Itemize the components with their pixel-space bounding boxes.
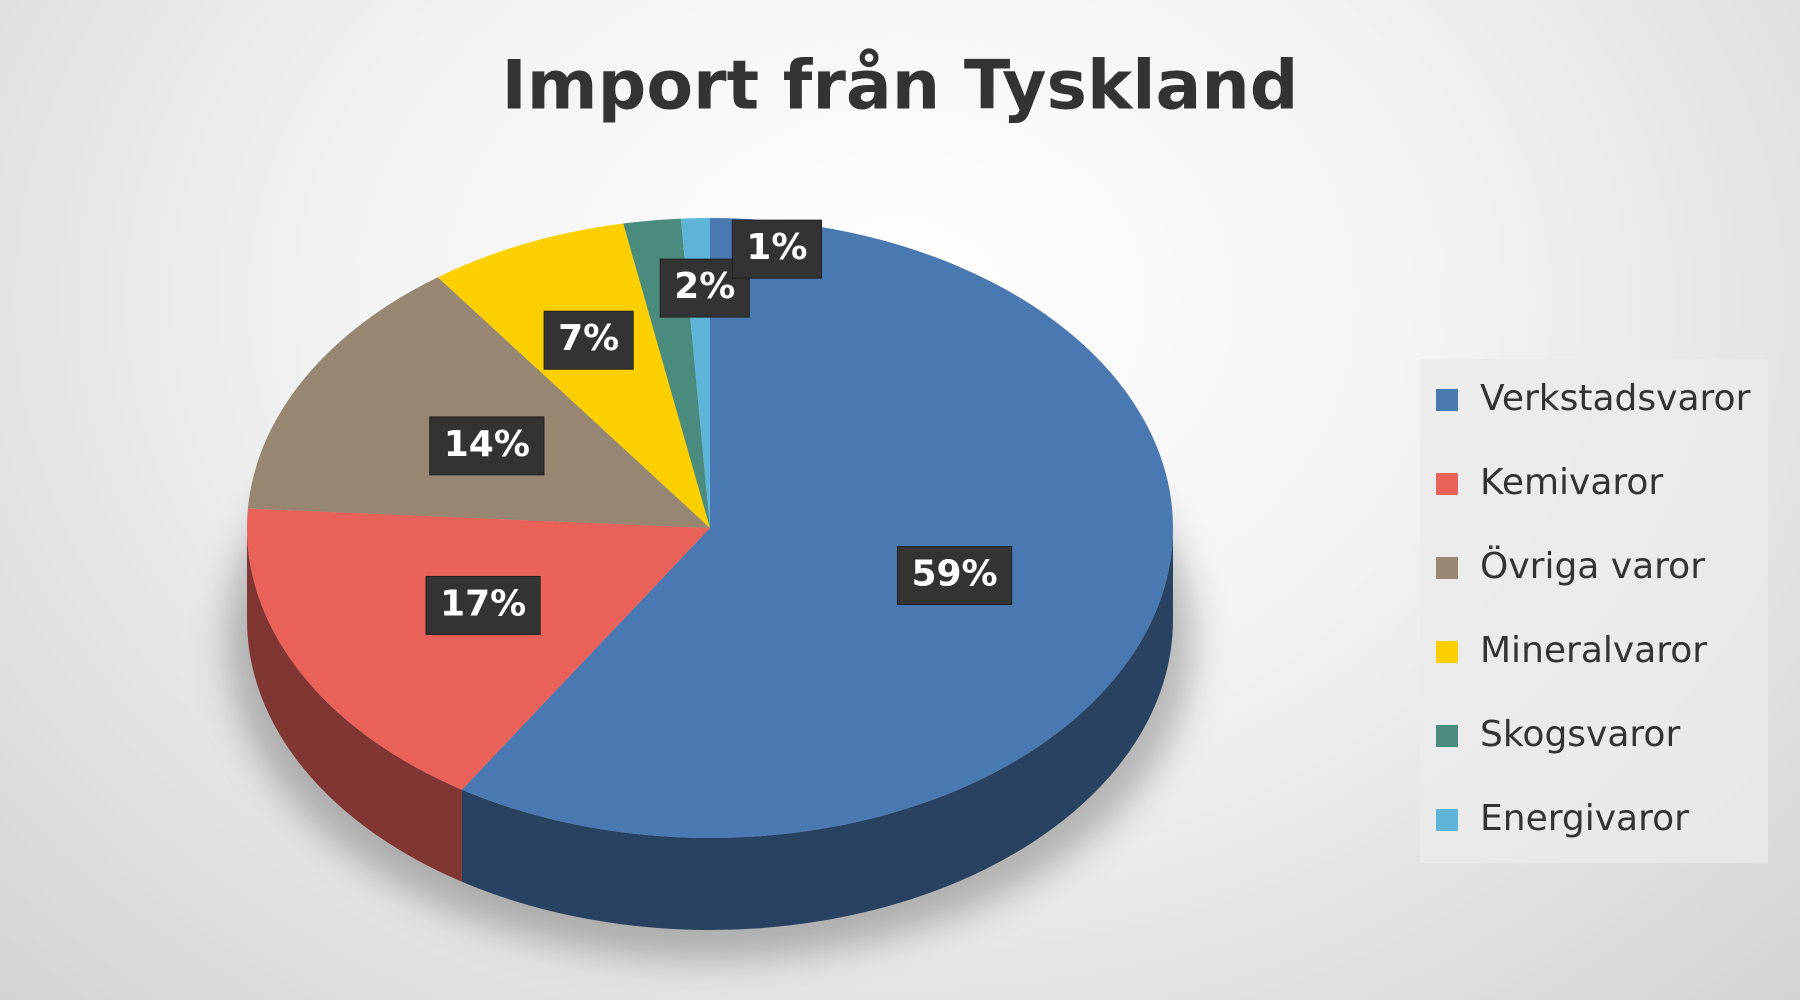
data-label-group: 7% [543, 310, 634, 370]
data-label-box [425, 575, 541, 635]
data-label-group: 14% [429, 416, 545, 476]
data-label-group: 17% [425, 575, 541, 635]
pie-slice [623, 218, 710, 529]
legend-swatch [1436, 473, 1458, 495]
data-label-box [543, 310, 634, 370]
legend-label: Övriga varor [1480, 545, 1705, 587]
slice-side [461, 528, 1173, 930]
chart-title: Import från Tyskland [502, 47, 1299, 126]
data-label-group: 1% [731, 219, 822, 279]
legend-swatch [1436, 725, 1458, 747]
legend-label: Energivaror [1480, 798, 1689, 839]
pie-slice [247, 277, 710, 528]
slice-side [247, 528, 462, 882]
legend-label: Mineralvaror [1480, 630, 1707, 671]
data-label: 1% [746, 227, 807, 268]
legend-swatch [1436, 641, 1458, 663]
data-label: 17% [440, 583, 526, 624]
data-label: 14% [444, 424, 530, 465]
data-label-box [429, 416, 545, 476]
data-label: 59% [911, 554, 997, 595]
legend-label: Skogsvaror [1480, 714, 1680, 755]
data-label: 7% [558, 318, 619, 359]
legend-box [1420, 359, 1768, 863]
data-label-group: 59% [896, 546, 1013, 606]
legend-label: Verkstadsvaror [1480, 378, 1751, 419]
legend-label: Kemivaror [1480, 462, 1663, 503]
legend-swatch [1436, 557, 1458, 579]
data-label: 2% [674, 266, 735, 307]
pie-slice [461, 218, 1174, 838]
pie-slice [437, 223, 710, 528]
pie-slice [247, 508, 710, 790]
data-label-box [896, 546, 1013, 606]
data-label-box [731, 219, 822, 279]
legend-swatch [1436, 809, 1458, 831]
legend-swatch [1436, 389, 1458, 411]
